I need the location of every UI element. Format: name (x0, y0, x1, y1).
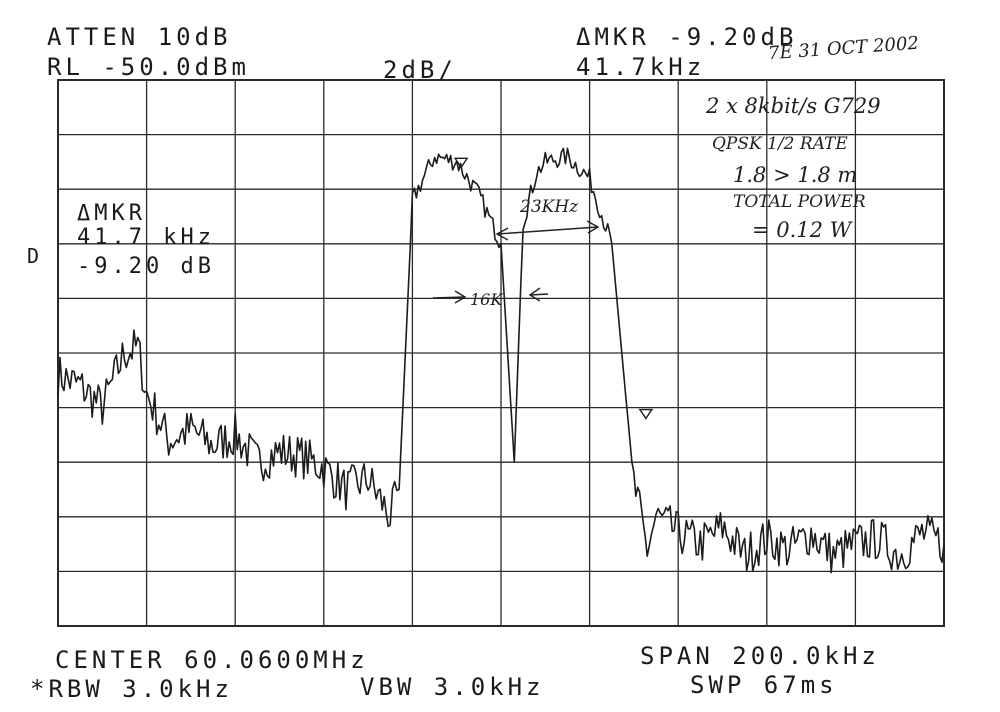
sweep-time-label: SWP 67ms (690, 671, 838, 699)
marker-delta (638, 408, 654, 420)
codec-annotation: 2 x 8kbit/s G729 (706, 94, 881, 118)
vbw-label: VBW 3.0kHz (360, 673, 545, 701)
bandwidth-arrow-left-head (454, 290, 467, 304)
detector-symbol: D (27, 244, 44, 268)
spacing-arrow-head-right (586, 220, 600, 234)
marker-box-title: ΔMKR (77, 201, 146, 226)
marker-box-freq: 41.7 kHz (77, 225, 215, 250)
atten-label: ATTEN 10dB (47, 23, 232, 51)
marker-box-level: -9.20 dB (77, 254, 215, 279)
delta-freq-label: 41.7kHz (576, 53, 706, 81)
graticule (57, 79, 945, 627)
spacing-arrow-head-left (495, 227, 509, 241)
rbw-label: *RBW 3.0kHz (30, 675, 233, 703)
spectrum-trace (57, 147, 945, 574)
span-label: SPAN 200.0kHz (640, 642, 880, 670)
bandwidth-annotation: 16K (470, 290, 503, 309)
delta-marker-label: ΔMKR -9.20dB (576, 23, 798, 51)
power-value-annotation: = 0.12 W (752, 218, 852, 242)
bandwidth-arrow-right (529, 293, 549, 296)
bandwidth-arrow-right-head (528, 287, 541, 302)
center-frequency-label: CENTER 60.0600MHz (55, 646, 369, 674)
spacing-annotation: 23KHz (520, 197, 579, 217)
marker-reference (453, 157, 469, 169)
handwritten-arrows (432, 220, 600, 304)
scale-label: 2dB/ (383, 56, 457, 84)
trace-markers (453, 157, 654, 420)
bandwidth-arrow-left (432, 296, 466, 299)
total-power-annotation: TOTAL POWER (733, 192, 866, 212)
antenna-annotation: 1.8 > 1.8 m (733, 163, 858, 187)
modulation-annotation: QPSK 1/2 RATE (712, 134, 848, 154)
ref-level-label: RL -50.0dBm (47, 53, 250, 81)
spacing-arrow (496, 226, 599, 235)
